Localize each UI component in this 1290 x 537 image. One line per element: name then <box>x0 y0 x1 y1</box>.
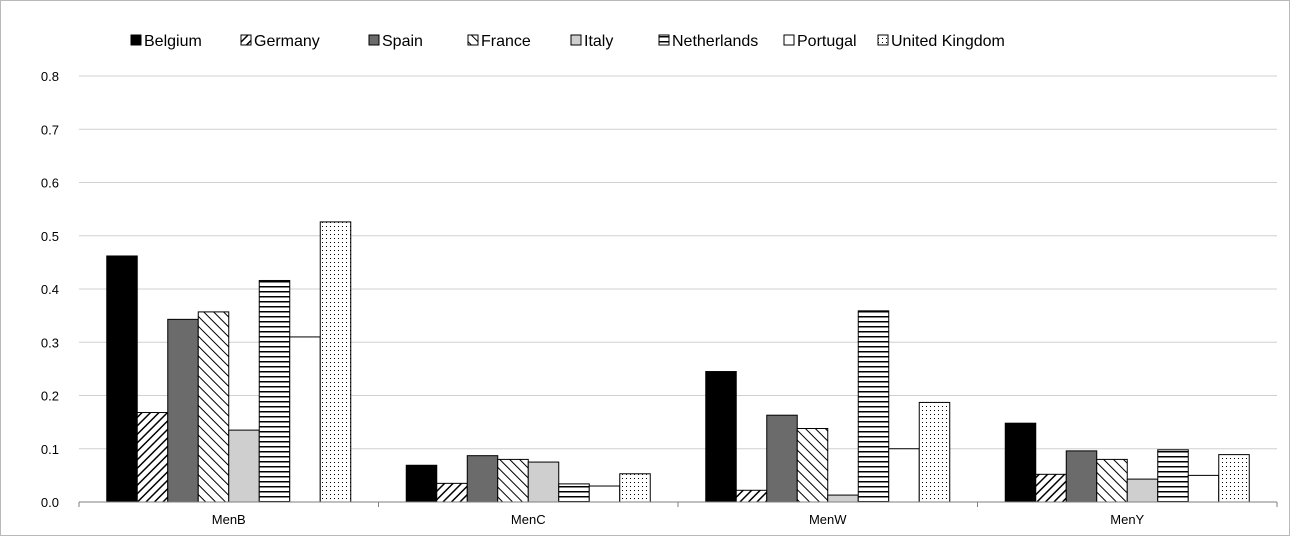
bar-netherlands-meny <box>1157 449 1189 503</box>
bar-spain-menc <box>466 455 499 503</box>
legend-label: Italy <box>584 33 613 50</box>
legend-item-netherlands: Netherlands <box>658 33 758 50</box>
legend-swatch <box>877 34 889 46</box>
legend: Belgium Germany Spain France Italy Netherland… <box>130 33 1005 50</box>
gridlines <box>79 75 1277 450</box>
bar-germany-meny <box>1035 473 1067 503</box>
bar-france-meny <box>1096 458 1128 503</box>
legend-swatch <box>783 34 795 46</box>
axes-layer: 0.0 0.1 0.2 0.3 0.4 0.5 0.6 0.7 0.8 MenB MenC MenW M… <box>41 69 1278 527</box>
legend-label: Belgium <box>144 33 202 50</box>
bar-netherlands-menw <box>857 310 890 503</box>
y-tick-label: 0.2 <box>41 389 59 404</box>
bar-italy-menc <box>527 461 560 503</box>
bar-portugal-menc <box>588 485 621 503</box>
bar-belgium-meny <box>1004 422 1037 503</box>
bar-netherlands-menb <box>258 279 291 503</box>
legend-item-italy: Italy <box>570 33 613 50</box>
bars-layer <box>106 221 1250 503</box>
bar-united-kingdom-menw <box>918 401 951 503</box>
legend-item-belgium: Belgium <box>130 33 202 50</box>
bar-portugal-menw <box>888 448 920 503</box>
y-tick-label: 0.4 <box>41 282 59 297</box>
legend-swatch <box>570 34 582 46</box>
legend-item-united-kingdom: United Kingdom <box>877 33 1005 50</box>
y-tick-label: 0.3 <box>41 335 59 350</box>
legend-item-portugal: Portugal <box>783 33 857 50</box>
legend-item-france: France <box>467 33 531 50</box>
legend-item-germany: Germany <box>240 33 320 50</box>
bar-italy-menw <box>827 494 859 503</box>
bar-belgium-menw <box>705 371 737 503</box>
bar-spain-menw <box>766 414 798 503</box>
legend-label: Portugal <box>797 33 857 50</box>
bar-belgium-menc <box>405 464 438 503</box>
y-tick-label: 0.6 <box>41 176 59 191</box>
legend-item-spain: Spain <box>368 33 423 50</box>
bar-spain-menb <box>167 318 199 503</box>
bar-germany-menw <box>735 489 768 503</box>
x-category-label: MenW <box>809 512 847 527</box>
bar-belgium-menb <box>106 255 138 503</box>
bar-france-menw <box>796 428 829 503</box>
y-tick-label: 0.5 <box>41 229 59 244</box>
bar-portugal-menb <box>289 336 321 503</box>
y-tick-label: 0.0 <box>41 495 59 510</box>
legend-swatch <box>130 34 142 46</box>
legend-label: Spain <box>382 33 423 50</box>
bar-united-kingdom-menc <box>619 473 651 503</box>
bar-united-kingdom-meny <box>1218 454 1250 503</box>
bar-spain-meny <box>1065 450 1098 503</box>
bar-portugal-meny <box>1187 474 1220 503</box>
bar-germany-menc <box>436 482 468 503</box>
y-tick-label: 0.8 <box>41 69 59 84</box>
legend-swatch <box>467 34 479 46</box>
bar-italy-menb <box>228 429 260 503</box>
legend-swatch <box>240 34 252 46</box>
bar-united-kingdom-menb <box>319 221 352 503</box>
legend-label: Netherlands <box>672 33 758 50</box>
legend-swatch <box>368 34 380 46</box>
bar-france-menc <box>497 458 529 503</box>
legend-swatch <box>658 34 670 46</box>
legend-label: United Kingdom <box>891 33 1005 50</box>
bar-france-menb <box>197 311 230 503</box>
y-tick-label: 0.1 <box>41 442 59 457</box>
legend-label: Germany <box>254 33 320 50</box>
bar-germany-menb <box>136 412 169 503</box>
y-tick-label: 0.7 <box>41 122 59 137</box>
legend-label: France <box>481 33 531 50</box>
x-category-label: MenY <box>1110 512 1144 527</box>
bar-italy-meny <box>1126 478 1159 503</box>
x-category-label: MenC <box>511 512 546 527</box>
bar-netherlands-menc <box>558 483 590 503</box>
x-category-label: MenB <box>212 512 246 527</box>
